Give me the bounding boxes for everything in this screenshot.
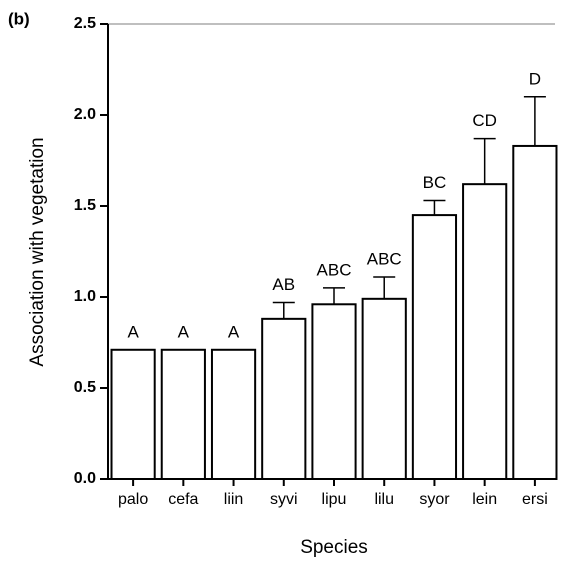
bar bbox=[411, 214, 458, 480]
significance-letter: AB bbox=[272, 275, 295, 294]
bar bbox=[311, 303, 357, 480]
bar bbox=[110, 348, 156, 480]
x-tick-label: syor bbox=[419, 491, 450, 508]
x-tick-label: palo bbox=[118, 491, 148, 508]
y-tick-label: 1.0 bbox=[74, 288, 96, 305]
x-tick-label: liin bbox=[224, 491, 244, 508]
bar bbox=[160, 348, 206, 480]
y-tick-label: 0.5 bbox=[74, 379, 96, 396]
y-tick-label: 2.5 bbox=[74, 15, 96, 32]
significance-letter: BC bbox=[423, 173, 447, 192]
y-tick-label: 1.5 bbox=[74, 197, 96, 214]
x-tick-label: ersi bbox=[522, 491, 548, 508]
y-tick-label: 0.0 bbox=[74, 470, 96, 487]
significance-letter: D bbox=[529, 69, 541, 88]
significance-letter: ABC bbox=[317, 260, 352, 279]
bar bbox=[361, 297, 407, 480]
significance-letter: ABC bbox=[367, 249, 402, 268]
significance-letter: A bbox=[178, 322, 190, 341]
bar bbox=[512, 144, 558, 480]
y-tick-label: 2.0 bbox=[74, 106, 96, 123]
x-tick-label: lipu bbox=[322, 491, 347, 508]
panel-label: (b) bbox=[8, 9, 30, 28]
x-tick-label: lilu bbox=[374, 491, 394, 508]
bar bbox=[261, 317, 307, 480]
x-axis-title: Species bbox=[300, 537, 368, 558]
x-tick-label: lein bbox=[472, 491, 497, 508]
significance-letter: CD bbox=[472, 111, 497, 130]
y-axis-title: Association with vegetation bbox=[27, 137, 48, 366]
significance-letter: A bbox=[228, 322, 240, 341]
significance-letter: A bbox=[127, 322, 139, 341]
bar bbox=[462, 183, 508, 480]
x-tick-label: cefa bbox=[168, 491, 198, 508]
bar bbox=[210, 348, 257, 480]
x-tick-label: syvi bbox=[270, 491, 298, 508]
